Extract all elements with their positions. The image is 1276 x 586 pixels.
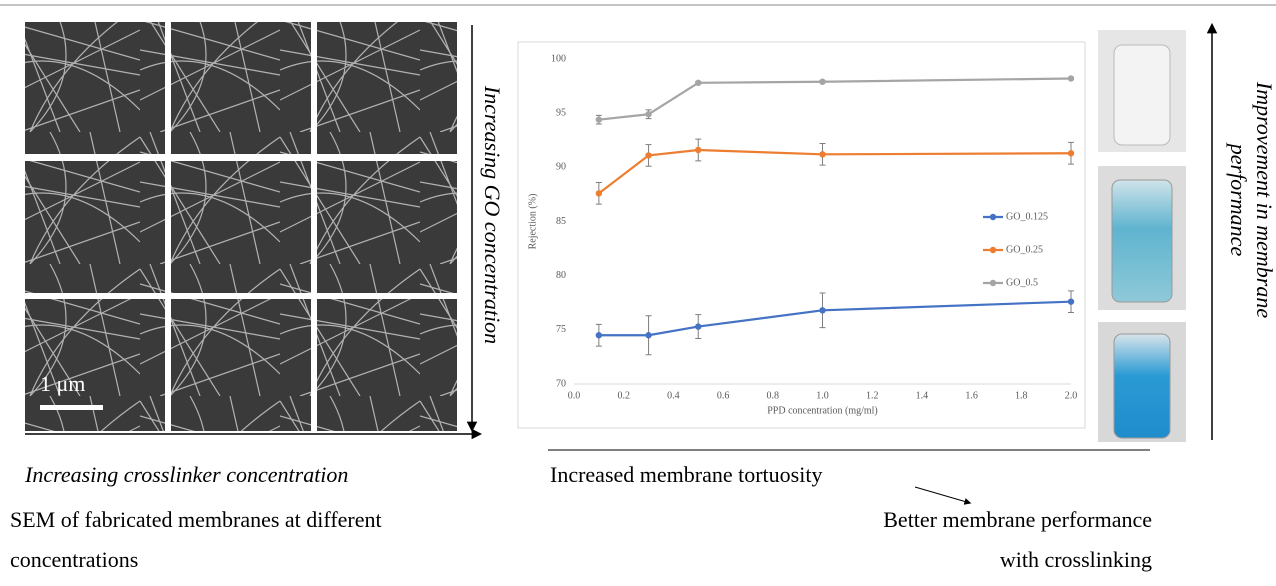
x-tick-label: 0.6 (717, 390, 730, 401)
legend-label: GO_0.5 (1006, 277, 1038, 288)
data-point (1067, 150, 1075, 157)
y-tick-label: 85 (556, 216, 566, 227)
data-point (695, 79, 702, 87)
y-tick-label: 70 (556, 378, 566, 389)
data-point (819, 307, 826, 314)
scale-bar (40, 405, 103, 410)
x-tick-label: 0.2 (617, 390, 630, 401)
data-point (695, 323, 702, 330)
sem-grid (25, 22, 457, 431)
chart-frame (517, 41, 1086, 429)
caption: concentrations (10, 547, 138, 572)
x-axis-label: PPD concentration (mg/ml) (767, 405, 878, 416)
vertical-label: Improvement in membrane (1252, 81, 1276, 318)
data-point (645, 152, 652, 159)
legend-swatch (989, 213, 997, 221)
y-tick-label: 80 (556, 270, 566, 281)
x-tick-label: 1.4 (916, 390, 929, 401)
data-point (645, 111, 652, 118)
chart: 70 75 80 85 90 95 100 0.0 0.2 0.4 0.6 0.8 1.0 1.2 1.4 1… (527, 53, 1077, 416)
text: with crosslinking (1000, 547, 1152, 572)
arrow (914, 486, 972, 505)
text: Increased membrane tortuosity (550, 462, 822, 487)
y-tick-label: 95 (556, 107, 566, 118)
x-tick-label: 1.0 (816, 390, 829, 401)
legend-label: GO_0.25 (1006, 244, 1043, 255)
y-tick-label: 75 (556, 324, 566, 335)
y-tick-label: 90 (556, 162, 566, 173)
data-point (819, 151, 826, 158)
y-tick-label: 100 (551, 53, 566, 64)
legend-label: GO_0.125 (1006, 211, 1048, 222)
data-point (695, 146, 702, 154)
scale-label: 1 μm (40, 371, 85, 396)
x-tick-label: 1.2 (866, 390, 879, 401)
legend-swatch (989, 279, 997, 287)
caption: SEM of fabricated membranes at different (10, 507, 382, 532)
data-point (1067, 75, 1075, 82)
data-point (819, 78, 826, 85)
data-point (595, 116, 603, 123)
horizontal-label: Increasing crosslinker concentration (24, 462, 348, 487)
vials (1098, 30, 1186, 442)
data-point (595, 332, 603, 339)
text: Better membrane performance (883, 507, 1152, 532)
x-tick-label: 0.0 (568, 390, 581, 401)
legend-swatch (989, 246, 997, 254)
x-tick-label: 2.0 (1065, 390, 1078, 401)
data-point (645, 332, 652, 339)
x-tick-label: 0.8 (767, 390, 780, 401)
y-axis-label: Rejection (%) (527, 194, 538, 250)
x-tick-label: 0.4 (667, 390, 680, 401)
x-tick-label: 1.6 (965, 390, 978, 401)
vertical-label: performance (1226, 142, 1251, 257)
vertical-label: Increasing GO concentration (480, 85, 505, 344)
x-tick-label: 1.8 (1015, 390, 1028, 401)
data-point (1067, 298, 1075, 305)
data-point (595, 190, 603, 197)
